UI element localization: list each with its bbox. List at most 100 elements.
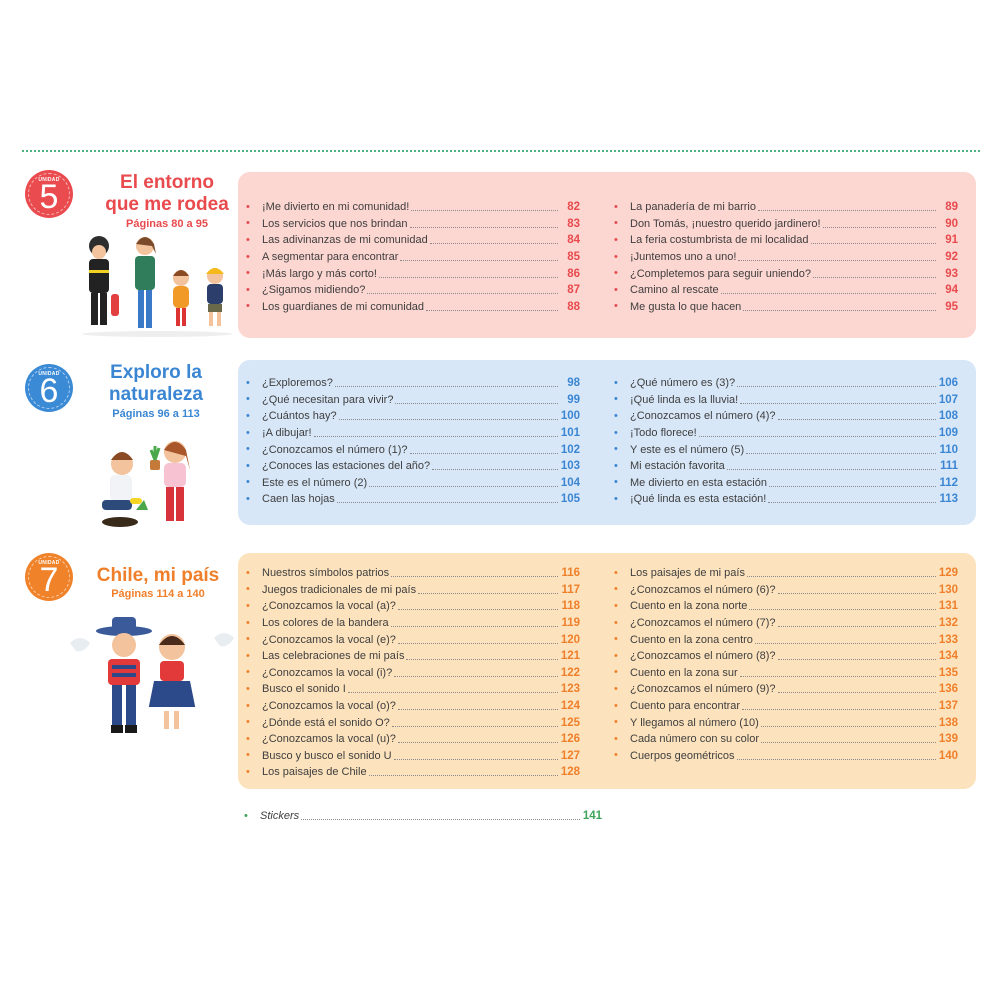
toc-entry[interactable]: • ¿Qué necesitan para vivir? 99: [240, 392, 580, 409]
toc-entry[interactable]: • Busco y busco el sonido U 127: [240, 748, 580, 765]
toc-entry[interactable]: • ¿Exploremos? 98: [240, 375, 580, 392]
toc-entry[interactable]: • ¿Completemos para seguir uniendo? 93: [608, 265, 958, 282]
toc-entry[interactable]: • ¿Sigamos midiendo? 87: [240, 282, 580, 299]
toc-entry[interactable]: • Cuento para encontrar 137: [608, 698, 958, 715]
entry-title: ¡Qué linda es la lluvia!: [630, 393, 739, 406]
unit-title: El entorno que me rodea: [92, 172, 242, 216]
dot-leader: [738, 253, 936, 262]
children-planting-icon: [102, 441, 190, 527]
toc-entry[interactable]: • La panadería de mi barrio 89: [608, 199, 958, 216]
toc-entry[interactable]: • ¿Conozcamos la vocal (e)? 120: [240, 631, 580, 648]
toc-entry[interactable]: • ¿Conozcamos el número (9)? 136: [608, 681, 958, 698]
toc-entry[interactable]: • ¡A dibujar! 101: [240, 425, 580, 442]
toc-entry[interactable]: • Juegos tradicionales de mi país 117: [240, 582, 580, 599]
toc-entry[interactable]: • Y este es el número (5) 110: [608, 441, 958, 458]
dot-leader: [369, 479, 558, 487]
toc-entry[interactable]: • ¿Dónde está el sonido O? 125: [240, 714, 580, 731]
toc-entry[interactable]: • Cuerpos geométricos 140: [608, 748, 958, 765]
entry-title: ¡Qué linda es esta estación!: [630, 493, 767, 506]
toc-entry[interactable]: • La feria costumbrista de mi localidad 91: [608, 232, 958, 249]
toc-entry[interactable]: • Nuestros símbolos patrios 116: [240, 565, 580, 582]
toc-entry[interactable]: • Los guardianes de mi comunidad 88: [240, 299, 580, 316]
toc-entry[interactable]: • ¿Conozcamos el número (6)? 130: [608, 582, 958, 599]
toc-entry[interactable]: • Caen las hojas 105: [240, 491, 580, 508]
toc-entry[interactable]: • ¿Conozcamos el número (7)? 132: [608, 615, 958, 632]
entry-page: 123: [560, 683, 580, 696]
dot-leader: [777, 586, 936, 594]
dot-leader: [409, 446, 558, 454]
dot-leader: [432, 462, 558, 471]
toc-entry[interactable]: • Don Tomás, ¡nuestro querido jardinero! 9…: [608, 216, 958, 233]
entry-title: ¿Conozcamos el número (9)?: [630, 683, 776, 696]
entry-page: 128: [560, 766, 580, 779]
bullet: •: [246, 765, 250, 778]
toc-entry[interactable]: • Camino al rescate 94: [608, 282, 958, 299]
entry-page: 106: [938, 377, 958, 390]
toc-entry[interactable]: • Este es el número (2) 104: [240, 475, 580, 492]
dot-leader: [394, 669, 558, 677]
toc-entry[interactable]: • ¿Conoces las estaciones del año? 103: [240, 458, 580, 475]
toc-entry[interactable]: • ¡Qué linda es esta estación! 113: [608, 491, 958, 508]
dot-leader: [720, 286, 936, 295]
toc-entry[interactable]: • ¿Conozcamos el número (4)? 108: [608, 408, 958, 425]
entry-title: Y llegamos al número (10): [630, 716, 759, 729]
toc-entry[interactable]: • ¡Me divierto en mi comunidad! 82: [240, 199, 580, 216]
toc-entry[interactable]: • Stickers 141: [238, 808, 602, 825]
entry-title: Mi estación favorita: [630, 460, 725, 473]
toc-entry[interactable]: • Me gusta lo que hacen 95: [608, 299, 958, 316]
entry-page: 85: [567, 251, 580, 264]
bullet: •: [246, 492, 250, 505]
toc-entry[interactable]: • Los paisajes de Chile 128: [240, 764, 580, 781]
entry-page: 132: [938, 617, 958, 630]
toc-entry[interactable]: • ¿Conozcamos la vocal (o)? 124: [240, 698, 580, 715]
entry-title: ¡Me divierto en mi comunidad!: [262, 201, 410, 214]
toc-entry[interactable]: • ¡Qué linda es la lluvia! 107: [608, 392, 958, 409]
toc-entry[interactable]: • ¿Conozcamos la vocal (a)? 118: [240, 598, 580, 615]
contents-panel: • ¿Exploremos? 98 • ¿Qué necesitan para viv…: [238, 360, 976, 525]
bullet: •: [614, 492, 618, 505]
toc-entry[interactable]: • Me divierto en esta estación 112: [608, 475, 958, 492]
toc-entry[interactable]: • Cada número con su color 139: [608, 731, 958, 748]
toc-entry[interactable]: • ¿Qué número es (3)? 106: [608, 375, 958, 392]
toc-entry[interactable]: • A segmentar para encontrar 85: [240, 249, 580, 266]
toc-entry[interactable]: • Mi estación favorita 111: [608, 458, 958, 475]
stickers-entry[interactable]: • Stickers 141: [238, 808, 602, 825]
toc-entry[interactable]: • Y llegamos al número (10) 138: [608, 714, 958, 731]
toc-entry[interactable]: • ¡Más largo y más corto! 86: [240, 265, 580, 282]
dot-leader: [746, 569, 936, 578]
entry-title: Caen las hojas: [262, 493, 335, 506]
toc-entry[interactable]: • ¡Juntemos uno a uno! 92: [608, 249, 958, 266]
dot-leader: [768, 495, 936, 504]
bullet: •: [614, 649, 618, 662]
toc-entry[interactable]: • Las celebraciones de mi país 121: [240, 648, 580, 665]
entry-page: 120: [560, 633, 580, 646]
dot-leader: [390, 619, 558, 628]
toc-entry[interactable]: • Los servicios que nos brindan 83: [240, 216, 580, 233]
entry-page: 82: [567, 201, 580, 214]
bullet: •: [614, 300, 618, 313]
toc-entry[interactable]: • Las adivinanzas de mi comunidad 84: [240, 232, 580, 249]
toc-entry[interactable]: • Cuento en la zona centro 133: [608, 631, 958, 648]
unit-pages: Páginas 96 a 113: [112, 408, 200, 420]
toc-entry[interactable]: • Cuento en la zona sur 135: [608, 665, 958, 682]
toc-entry[interactable]: • ¡Todo florece! 109: [608, 425, 958, 442]
bullet: •: [246, 283, 250, 296]
toc-entry[interactable]: • Los paisajes de mi país 129: [608, 565, 958, 582]
dot-leader: [378, 270, 558, 278]
toc-entry[interactable]: • ¿Conozcamos el número (1)? 102: [240, 441, 580, 458]
toc-entry[interactable]: • Busco el sonido I 123: [240, 681, 580, 698]
toc-entry[interactable]: • ¿Conozcamos la vocal (i)? 122: [240, 665, 580, 682]
toc-entry[interactable]: • Los colores de la bandera 119: [240, 615, 580, 632]
toc-entry[interactable]: • Cuento en la zona norte 131: [608, 598, 958, 615]
entry-title: Los guardianes de mi comunidad: [262, 300, 425, 313]
toc-entry[interactable]: • ¿Conozcamos la vocal (u)? 126: [240, 731, 580, 748]
dot-leader: [347, 685, 558, 694]
unit-title-line1: El entorno: [120, 172, 214, 193]
bullet: •: [614, 250, 618, 263]
bullet: •: [246, 233, 250, 246]
entry-title: Este es el número (2): [262, 476, 368, 489]
toc-entry[interactable]: • ¿Cuántos hay? 100: [240, 408, 580, 425]
dot-leader: [367, 286, 558, 295]
toc-entry[interactable]: • ¿Conozcamos el número (8)? 134: [608, 648, 958, 665]
dot-leader: [418, 586, 558, 594]
